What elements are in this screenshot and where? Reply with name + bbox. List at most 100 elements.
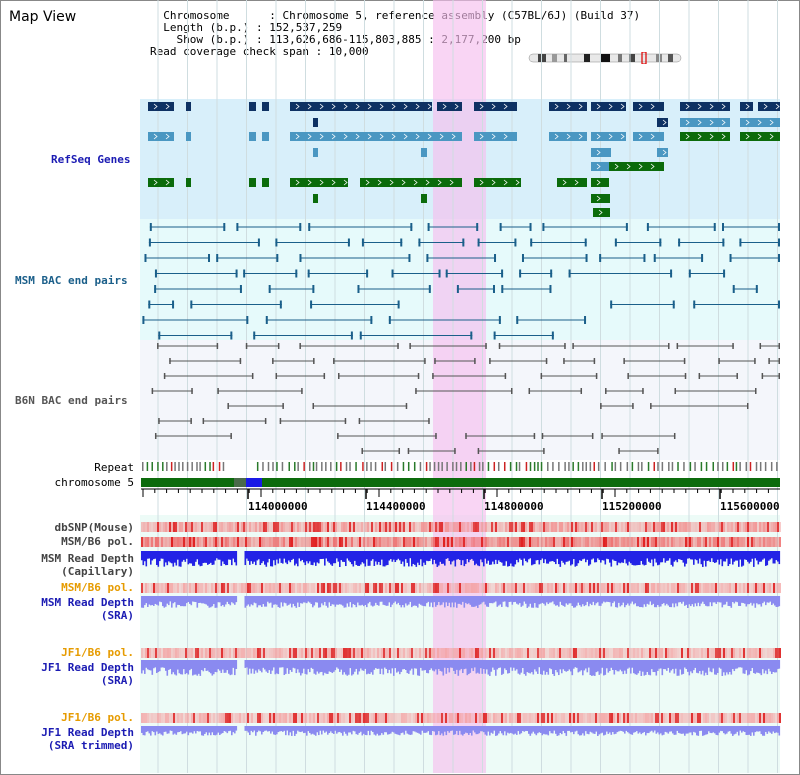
depth-bar [249, 660, 251, 669]
repeat-track-label[interactable]: Repeat [94, 461, 134, 474]
repeat-mark [614, 462, 617, 471]
depth-bar [160, 551, 163, 559]
msm-read-depth-capillary-label[interactable]: MSM Read Depth (Capillary) [41, 552, 134, 578]
depth-bar [601, 596, 604, 604]
depth-bar [247, 551, 250, 561]
depth-bar [753, 660, 755, 673]
heat-cell [547, 522, 549, 532]
depth-bar [510, 660, 512, 668]
heat-cell [377, 648, 379, 658]
heat-cell [745, 713, 747, 723]
depth-bar [624, 551, 626, 560]
gene-strand-arrow [697, 103, 702, 110]
depth-bar [691, 551, 694, 560]
heat-cell [533, 537, 535, 547]
gene-strand-arrow [638, 133, 643, 140]
depth-bar [384, 551, 386, 567]
msm-b6-pol-label-2[interactable]: MSM/B6 pol. [61, 581, 134, 594]
heat-cell [523, 713, 525, 723]
depth-bar [489, 551, 491, 565]
bac-end-marker [494, 254, 497, 262]
msm-b6-pol-label-1[interactable]: MSM/B6 pol. [61, 535, 134, 548]
depth-bar [600, 596, 602, 606]
heat-cell [389, 648, 391, 658]
dbsnp-track-label[interactable]: dbSNP(Mouse) [54, 521, 134, 534]
depth-bar [264, 726, 266, 731]
depth-bar [760, 551, 763, 562]
depth-bar [670, 551, 673, 565]
heat-cell [465, 648, 467, 658]
depth-bar [232, 551, 235, 559]
depth-bar [715, 726, 718, 735]
heat-cell [765, 713, 767, 723]
depth-bar [271, 660, 274, 671]
heat-cell [725, 583, 727, 593]
repeat-mark [425, 462, 428, 471]
heat-cell [483, 537, 485, 547]
heat-cell [491, 537, 493, 547]
jf1-read-depth-sra-label[interactable]: JF1 Read Depth (SRA) [41, 661, 134, 687]
heat-cell [583, 537, 585, 547]
heat-cell [241, 522, 243, 532]
heat-cell [299, 537, 301, 547]
heat-cell [755, 583, 757, 593]
heat-cell [425, 522, 427, 532]
heat-cell [575, 648, 577, 658]
msm-bac-track-label[interactable]: MSM BAC end pairs [15, 274, 128, 287]
heat-cell [701, 522, 703, 532]
refseq-track-label[interactable]: RefSeq Genes [51, 153, 131, 166]
depth-bar [724, 551, 727, 562]
depth-bar [316, 726, 319, 733]
depth-bar [621, 596, 623, 606]
depth-bar [582, 551, 584, 560]
gene-block [633, 132, 664, 141]
depth-bar [286, 596, 289, 606]
heat-cell [379, 537, 381, 547]
depth-bar [744, 726, 746, 732]
heat-cell [759, 648, 761, 658]
heat-cell [677, 537, 679, 547]
repeat-mark [585, 462, 588, 471]
depth-bar [421, 726, 424, 731]
jf1-b6-pol-label-2[interactable]: JF1/B6 pol. [61, 711, 134, 724]
heat-cell [207, 648, 209, 658]
depth-bar [775, 551, 778, 561]
jf1-b6-pol-label-1[interactable]: JF1/B6 pol. [61, 646, 134, 659]
chromosome-track-label[interactable]: chromosome 5 [54, 476, 134, 489]
depth-bar [735, 596, 737, 602]
highlight-region[interactable] [433, 0, 486, 773]
depth-bar [657, 551, 659, 566]
depth-bar [520, 551, 523, 560]
depth-bar [606, 551, 608, 559]
heat-cell [169, 713, 171, 723]
repeat-mark [384, 462, 387, 471]
heat-cell [369, 648, 371, 658]
jf1-read-depth-trimmed-label[interactable]: JF1 Read Depth (SRA trimmed) [41, 726, 134, 752]
heat-cell [215, 583, 217, 593]
b6n-bac-track-label[interactable]: B6N BAC end pairs [15, 394, 128, 407]
heat-cell [731, 583, 733, 593]
depth-bar [559, 551, 562, 567]
heat-cell [305, 583, 307, 593]
depth-bar [417, 596, 419, 608]
depth-bar [525, 596, 527, 604]
bac-end-marker [550, 269, 553, 278]
depth-bar [481, 551, 484, 563]
gene-strand-arrow [437, 179, 442, 186]
bac-end-marker [493, 331, 496, 340]
depth-bar [226, 596, 229, 602]
depth-bar [505, 596, 508, 607]
heat-cell [157, 648, 159, 658]
heat-cell [317, 713, 319, 723]
depth-bar [586, 660, 589, 673]
depth-bar [613, 660, 616, 675]
depth-bar [411, 596, 413, 608]
heat-cell [367, 713, 369, 723]
heat-cell [647, 713, 649, 723]
depth-bar [211, 551, 214, 565]
depth-bar [670, 726, 673, 732]
msm-read-depth-sra-label[interactable]: MSM Read Depth (SRA) [41, 596, 134, 622]
heat-cell [353, 713, 355, 723]
heat-cell [399, 537, 401, 547]
